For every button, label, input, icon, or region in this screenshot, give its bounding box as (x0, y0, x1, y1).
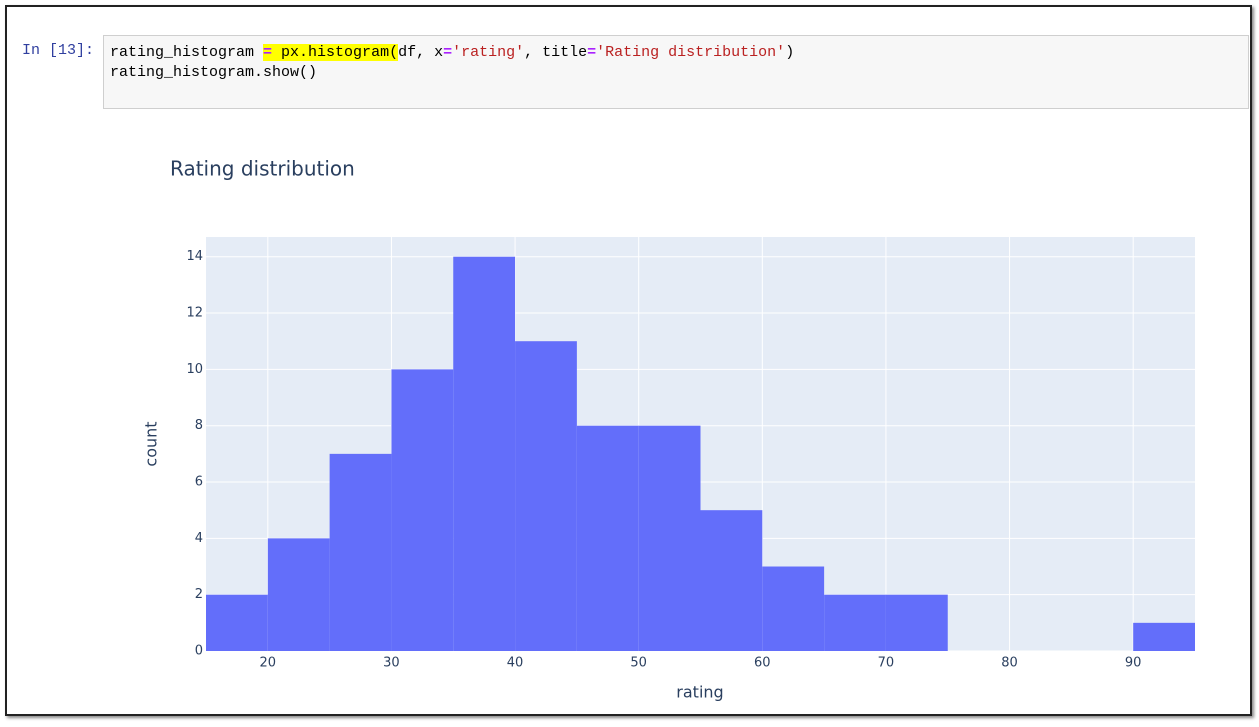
x-tick-label: 30 (383, 656, 400, 671)
code-token: = (587, 44, 597, 61)
bar (885, 594, 948, 651)
x-tick-label: 70 (878, 656, 895, 671)
code-line: rating_histogram.show() (110, 63, 1242, 83)
x-tick-label: 80 (1001, 656, 1018, 671)
code-token: rating_histogram.show() (110, 64, 318, 81)
y-tick-label: 14 (186, 249, 203, 264)
code-line: rating_histogram = px.histogram(df, x='r… (110, 43, 1242, 63)
code-token: = (263, 44, 273, 61)
x-tick-label: 90 (1125, 656, 1142, 671)
x-axis-title: rating (676, 683, 723, 702)
code-token: px.histogram( (272, 44, 399, 61)
code-token: df, x (398, 44, 444, 61)
x-tick-label: 60 (754, 656, 771, 671)
bar (329, 453, 392, 651)
code-token: 'Rating distribution' (596, 44, 786, 61)
chart-title: Rating distribution (170, 157, 355, 181)
y-tick-label: 10 (186, 362, 203, 377)
y-tick-label: 6 (195, 475, 203, 490)
y-axis-title: count (142, 421, 161, 466)
bar (206, 594, 268, 651)
code-token: ) (785, 44, 795, 61)
code-token: rating_histogram (110, 44, 264, 61)
x-tick-label: 50 (630, 656, 647, 671)
bar (515, 341, 577, 651)
highlight: = px.histogram( (263, 44, 399, 61)
bar (824, 594, 886, 651)
x-tick-label: 40 (507, 656, 524, 671)
bar (576, 425, 639, 651)
cell-prompt: In [13]: (22, 42, 95, 59)
y-tick-label: 4 (195, 531, 203, 546)
screenshot-frame (5, 5, 1252, 716)
y-tick-label: 8 (195, 418, 203, 433)
code-token: = (443, 44, 453, 61)
bar (267, 538, 330, 651)
y-tick-label: 12 (186, 306, 203, 321)
code-token: 'rating' (452, 44, 525, 61)
bar (700, 510, 763, 651)
bar (1133, 622, 1195, 651)
y-tick-label: 2 (195, 587, 203, 602)
code-token: , title (524, 44, 588, 61)
x-tick-label: 20 (260, 656, 277, 671)
bar (391, 369, 454, 651)
bar (453, 256, 516, 651)
bar (638, 425, 701, 651)
code-cell[interactable]: rating_histogram = px.histogram(df, x='r… (103, 35, 1249, 109)
bar (762, 566, 825, 651)
y-tick-label: 0 (195, 644, 203, 659)
